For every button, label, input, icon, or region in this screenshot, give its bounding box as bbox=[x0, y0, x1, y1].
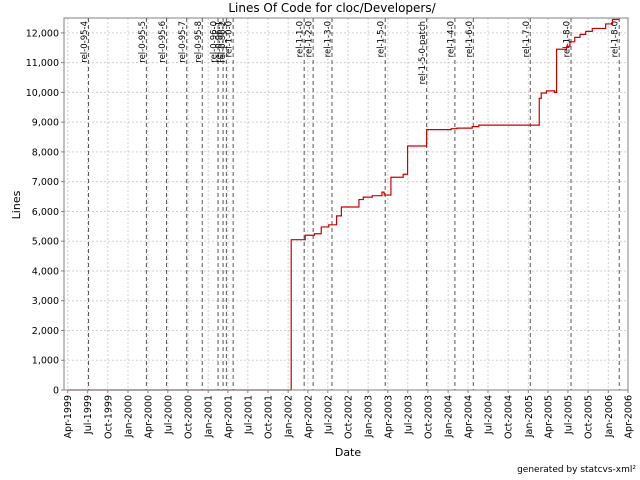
y-axis-label: Lines bbox=[10, 190, 23, 219]
release-marker-label: rel-1-5-0-patch bbox=[418, 21, 428, 84]
x-tick-label: Oct-2003 bbox=[423, 395, 434, 439]
y-tick-label: 12,000 bbox=[26, 28, 59, 39]
x-tick-label: Oct-1999 bbox=[103, 395, 114, 439]
x-tick-label: Jan-2006 bbox=[604, 395, 615, 438]
x-tick-label: Jan-2005 bbox=[524, 395, 535, 438]
x-tick-label: Jul-2001 bbox=[243, 395, 254, 435]
y-tick-label: 0 bbox=[53, 386, 59, 397]
release-marker-label: rel-1-3-0 bbox=[323, 21, 333, 57]
x-tick-label: Jan-2001 bbox=[204, 395, 215, 438]
y-tick-label: 1,000 bbox=[32, 356, 59, 367]
x-tick-label: Apr-2000 bbox=[143, 395, 154, 438]
release-marker-label: rel-1-7-0 bbox=[522, 21, 532, 57]
x-tick-label: Jul-2003 bbox=[403, 395, 414, 435]
release-marker-label: rel-1-6-0 bbox=[465, 21, 475, 57]
x-tick-label: Apr-2004 bbox=[464, 395, 475, 438]
x-tick-label: Oct-2002 bbox=[343, 395, 354, 439]
x-tick-label: Apr-2001 bbox=[223, 395, 234, 438]
x-tick-label: Apr-1999 bbox=[63, 395, 74, 438]
x-tick-label: Jul-2000 bbox=[163, 395, 174, 435]
x-tick-label: Oct-2005 bbox=[584, 395, 595, 439]
x-tick-label: Apr-2005 bbox=[544, 395, 555, 438]
release-marker-label: rel-0-95-5 bbox=[138, 21, 148, 63]
y-tick-label: 3,000 bbox=[32, 296, 59, 307]
plot-area-border bbox=[63, 17, 629, 391]
y-tick-label: 10,000 bbox=[26, 88, 59, 99]
credit-text: generated by statcvs-xml² bbox=[517, 465, 636, 475]
release-marker-label: rel-1-1-0 bbox=[296, 21, 306, 57]
y-tick-label: 11,000 bbox=[26, 58, 59, 69]
release-marker-label: rel-0-95-7 bbox=[178, 21, 188, 63]
x-tick-label: Jul-2004 bbox=[483, 395, 494, 435]
release-marker-label: rel-1-2-0 bbox=[305, 21, 315, 57]
y-tick-label: 9,000 bbox=[32, 118, 59, 129]
y-tick-label: 2,000 bbox=[32, 326, 59, 337]
loc-series-line bbox=[67, 18, 620, 391]
release-marker-label: rel-1-0-0 bbox=[225, 21, 235, 57]
release-marker-label: rel-0-96-0 bbox=[210, 21, 220, 63]
release-marker-label: rel-1-8-0 bbox=[563, 21, 573, 57]
release-marker-label: rel-1-8-0 bbox=[611, 21, 621, 57]
x-tick-label: Jan-2000 bbox=[123, 395, 134, 438]
x-axis-label: Date bbox=[335, 446, 362, 459]
x-tick-label: Oct-2000 bbox=[184, 395, 195, 439]
x-tick-label: Jan-2002 bbox=[284, 395, 295, 438]
chart-title: Lines Of Code for cloc/Developers/ bbox=[228, 1, 436, 15]
release-marker-label: rel-1-4-0 bbox=[446, 21, 456, 57]
release-marker-label: rel-0-96-2 bbox=[218, 21, 228, 63]
release-marker-label: rel-1-5-0 bbox=[377, 21, 387, 57]
y-tick-label: 7,000 bbox=[32, 177, 59, 188]
x-tick-label: Oct-2004 bbox=[504, 395, 515, 439]
x-tick-label: Apr-2003 bbox=[383, 395, 394, 438]
x-tick-label: Apr-2006 bbox=[624, 395, 635, 438]
x-tick-label: Apr-2002 bbox=[303, 395, 314, 438]
x-tick-label: Jan-2004 bbox=[444, 395, 455, 438]
x-tick-label: Jul-2002 bbox=[323, 395, 334, 435]
x-tick-label: Jan-2003 bbox=[364, 395, 375, 438]
x-tick-label: Jul-1999 bbox=[83, 395, 94, 435]
y-tick-label: 5,000 bbox=[32, 237, 59, 248]
y-tick-label: 8,000 bbox=[32, 147, 59, 158]
release-marker-label: rel-0-95-4 bbox=[80, 21, 90, 63]
y-tick-label: 4,000 bbox=[32, 266, 59, 277]
x-tick-label: Oct-2001 bbox=[263, 395, 274, 439]
release-marker-label: rel-0-95-8 bbox=[194, 21, 204, 63]
y-tick-label: 6,000 bbox=[32, 207, 59, 218]
release-marker-label: rel-0-96-1 bbox=[215, 21, 225, 63]
x-tick-label: Jul-2005 bbox=[563, 395, 574, 435]
release-marker-label: rel-0-95-6 bbox=[158, 21, 168, 63]
